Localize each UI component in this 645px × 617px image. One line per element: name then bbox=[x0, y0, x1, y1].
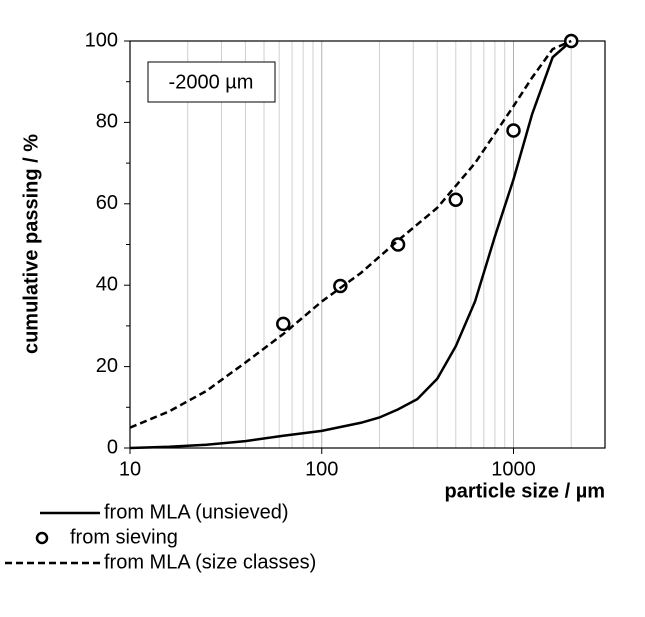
y-tick-label: 100 bbox=[85, 29, 118, 51]
annotation-box bbox=[147, 61, 276, 103]
data-line bbox=[129, 40, 573, 450]
data-point bbox=[276, 316, 291, 332]
y-tick-label: 80 bbox=[96, 111, 118, 133]
y-tick-label: 0 bbox=[107, 436, 118, 458]
x-tick-label: 10 bbox=[119, 458, 141, 480]
y-tick-label: 60 bbox=[96, 192, 118, 214]
data-line bbox=[129, 39, 572, 429]
x-axis-label: particle size / µm bbox=[445, 480, 605, 502]
data-point bbox=[448, 192, 464, 207]
x-tick-label: 1000 bbox=[491, 458, 536, 480]
legend-label: from MLA (size classes) bbox=[104, 551, 316, 573]
data-point bbox=[333, 278, 348, 294]
plot-frame bbox=[129, 40, 606, 449]
data-point bbox=[506, 123, 521, 138]
annotation: -2000 µm bbox=[169, 71, 254, 93]
legend-marker bbox=[35, 531, 49, 545]
x-tick-label: 100 bbox=[305, 458, 338, 480]
y-axis-label: cumulative passing / % bbox=[20, 134, 42, 354]
legend-label: from sieving bbox=[70, 526, 178, 548]
legend-label: from MLA (unsieved) bbox=[104, 501, 289, 523]
y-tick-label: 40 bbox=[96, 273, 118, 295]
y-tick-label: 20 bbox=[96, 355, 118, 377]
